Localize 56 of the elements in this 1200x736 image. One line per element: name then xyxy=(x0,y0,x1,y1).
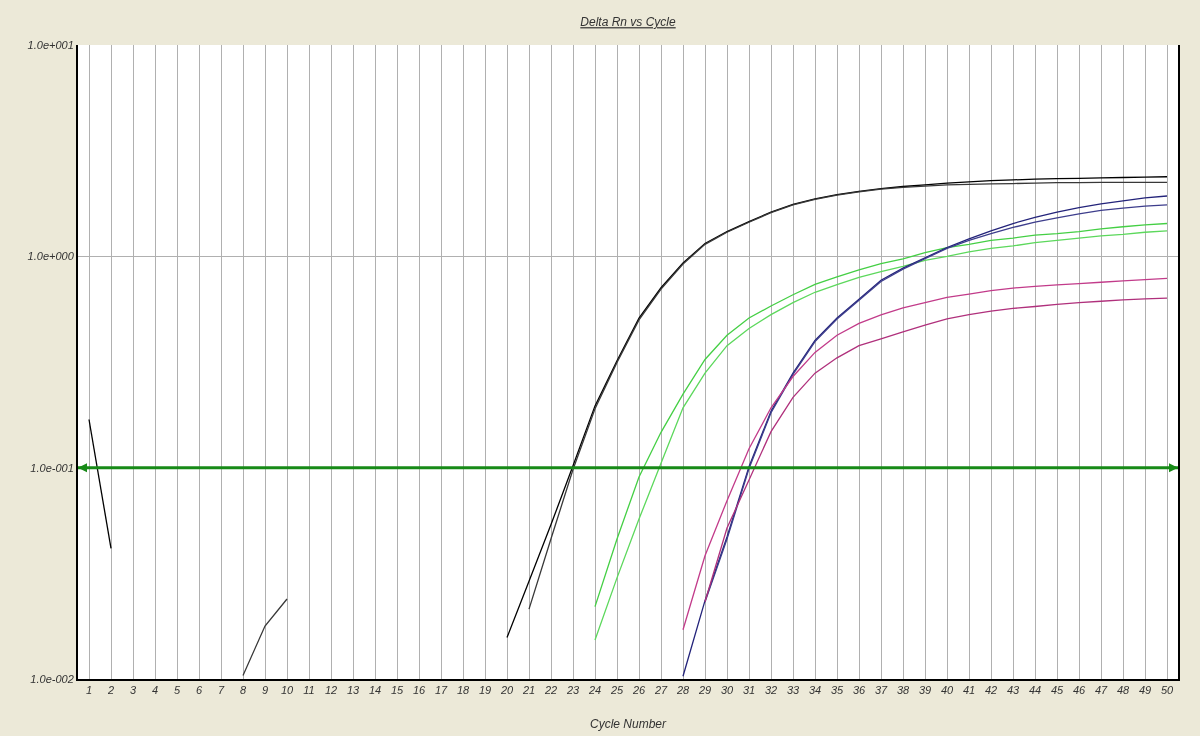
x-tick-label: 30 xyxy=(720,684,734,697)
x-tick-label: 42 xyxy=(984,684,998,697)
x-tick-label: 22 xyxy=(543,684,558,697)
x-tick-label: 14 xyxy=(368,684,382,697)
x-tick-label: 43 xyxy=(1006,684,1020,697)
x-tick-label: 9 xyxy=(261,684,269,697)
x-tick-label: 18 xyxy=(456,684,470,697)
x-tick-label: 27 xyxy=(653,684,668,697)
x-tick-label: 11 xyxy=(303,684,315,697)
x-tick-label: 40 xyxy=(940,684,954,697)
x-tick-label: 17 xyxy=(434,684,448,697)
x-tick-label: 5 xyxy=(173,684,181,697)
x-tick-label: 35 xyxy=(830,684,844,697)
x-tick-label: 1 xyxy=(85,684,93,697)
x-tick-label: 31 xyxy=(742,684,756,697)
chart-title: Delta Rn vs Cycle xyxy=(580,15,676,30)
x-tick-label: 4 xyxy=(151,684,159,697)
x-tick-label: 29 xyxy=(697,684,712,697)
x-tick-label: 3 xyxy=(129,684,137,697)
x-tick-label: 2 xyxy=(106,684,115,697)
x-tick-label: 33 xyxy=(786,684,800,697)
x-tick-label: 28 xyxy=(675,684,690,697)
x-tick-label: 16 xyxy=(412,684,426,697)
x-tick-label: 41 xyxy=(962,684,976,697)
y-tick-label: 1.0e-002 xyxy=(30,672,74,685)
x-tick-label: 25 xyxy=(609,684,624,697)
x-tick-label: 10 xyxy=(280,684,294,697)
x-tick-label: 8 xyxy=(239,684,247,697)
x-tick-label: 38 xyxy=(896,684,910,697)
x-tick-label: 46 xyxy=(1072,684,1086,697)
x-tick-label: 12 xyxy=(324,684,338,697)
x-tick-label: 19 xyxy=(478,684,492,697)
x-tick-label: 24 xyxy=(587,684,602,697)
x-tick-label: 36 xyxy=(852,684,866,697)
x-tick-label: 37 xyxy=(874,684,888,697)
x-tick-label: 6 xyxy=(195,684,203,697)
x-tick-label: 34 xyxy=(808,684,822,697)
x-tick-label: 50 xyxy=(1160,684,1174,697)
x-tick-label: 15 xyxy=(390,684,404,697)
x-tick-label: 32 xyxy=(764,684,778,697)
x-tick-label: 21 xyxy=(521,684,536,697)
x-tick-label: 26 xyxy=(631,684,646,697)
x-tick-label: 47 xyxy=(1094,684,1108,697)
y-tick-label: 1.0e+001 xyxy=(27,38,74,51)
x-axis-title: Cycle Number xyxy=(589,716,668,731)
x-tick-label: 44 xyxy=(1028,684,1042,697)
y-tick-label: 1.0e+000 xyxy=(27,250,75,263)
x-tick-label: 23 xyxy=(565,684,580,697)
x-tick-label: 49 xyxy=(1138,684,1152,697)
x-tick-label: 13 xyxy=(346,684,360,697)
x-tick-label: 48 xyxy=(1116,684,1130,697)
x-tick-label: 7 xyxy=(217,684,225,697)
y-tick-label: 1.0e-001 xyxy=(30,461,74,474)
x-tick-label: 45 xyxy=(1050,684,1064,697)
x-tick-label: 39 xyxy=(918,684,932,697)
x-tick-label: 20 xyxy=(499,684,514,697)
